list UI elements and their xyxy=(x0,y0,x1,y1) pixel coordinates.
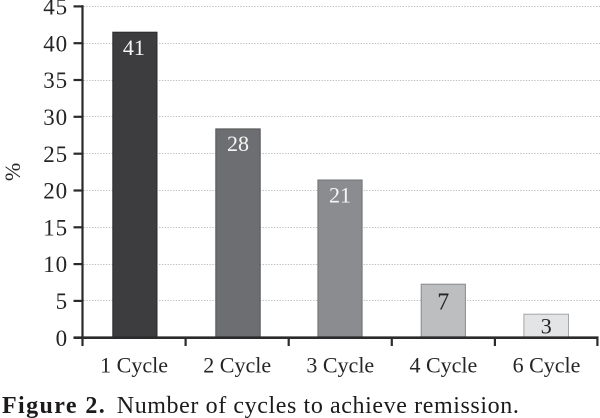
svg-text:30: 30 xyxy=(43,105,68,130)
svg-text:2 Cycle: 2 Cycle xyxy=(203,352,271,377)
svg-text:25: 25 xyxy=(43,142,68,167)
svg-text:40: 40 xyxy=(43,31,68,56)
svg-text:21: 21 xyxy=(329,183,351,208)
svg-text:28: 28 xyxy=(227,131,249,156)
svg-text:%: % xyxy=(0,163,25,181)
svg-text:Figure 2. Number of cycles to: Figure 2. Number of cycles to achieve re… xyxy=(2,393,519,418)
svg-text:35: 35 xyxy=(43,68,68,93)
svg-text:10: 10 xyxy=(43,252,68,277)
svg-text:45: 45 xyxy=(43,0,68,20)
svg-text:4 Cycle: 4 Cycle xyxy=(409,352,477,377)
svg-text:3 Cycle: 3 Cycle xyxy=(306,352,374,377)
svg-text:3: 3 xyxy=(541,314,552,339)
svg-text:5: 5 xyxy=(56,289,68,314)
svg-text:1 Cycle: 1 Cycle xyxy=(100,352,168,377)
svg-text:7: 7 xyxy=(437,289,449,315)
svg-text:20: 20 xyxy=(43,179,68,204)
svg-text:0: 0 xyxy=(56,326,68,351)
svg-text:6 Cycle: 6 Cycle xyxy=(513,352,581,377)
svg-text:41: 41 xyxy=(123,35,145,60)
svg-text:15: 15 xyxy=(43,215,68,240)
